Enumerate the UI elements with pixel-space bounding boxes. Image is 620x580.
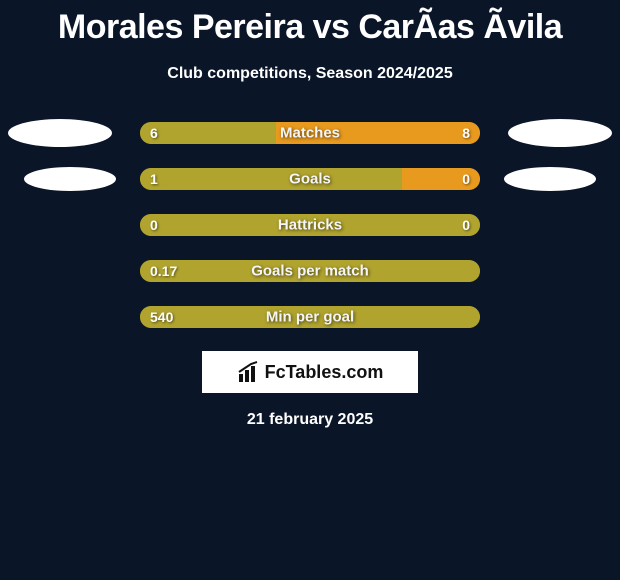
stat-row: 6 8 Matches — [0, 121, 620, 145]
player-right-ellipse — [504, 167, 596, 191]
logo-box[interactable]: FcTables.com — [202, 351, 418, 393]
player-left-ellipse — [8, 119, 112, 147]
stat-row: 1 0 Goals — [0, 167, 620, 191]
stat-value-left: 0 — [150, 217, 158, 233]
stat-label: Hattricks — [278, 217, 342, 234]
stat-value-left: 0.17 — [150, 263, 177, 279]
subtitle: Club competitions, Season 2024/2025 — [0, 65, 620, 83]
stat-row: 540 Min per goal — [0, 305, 620, 329]
logo-text: FcTables.com — [265, 362, 384, 383]
stat-bar-left — [140, 168, 402, 190]
stat-value-left: 540 — [150, 309, 173, 325]
stat-value-right: 0 — [462, 217, 470, 233]
stat-row: 0.17 Goals per match — [0, 259, 620, 283]
stat-value-right: 8 — [462, 125, 470, 141]
stat-label: Min per goal — [266, 309, 354, 326]
stat-label: Goals — [289, 171, 331, 188]
stat-label: Goals per match — [251, 263, 369, 280]
stat-value-left: 1 — [150, 171, 158, 187]
bar-chart-icon — [237, 360, 261, 384]
footer-date: 21 february 2025 — [0, 411, 620, 429]
page-title: Morales Pereira vs CarÃ­as Ãvila — [0, 0, 620, 47]
stat-bar-left — [140, 122, 276, 144]
stat-rows: 6 8 Matches 1 0 Goals 0 0 Hattricks 0.17 Goals per… — [0, 121, 620, 329]
player-left-ellipse — [24, 167, 116, 191]
stat-value-right: 0 — [462, 171, 470, 187]
stat-value-left: 6 — [150, 125, 158, 141]
player-right-ellipse — [508, 119, 612, 147]
stat-label: Matches — [280, 125, 340, 142]
stat-row: 0 0 Hattricks — [0, 213, 620, 237]
comparison-widget: Morales Pereira vs CarÃ­as Ãvila Club co… — [0, 0, 620, 580]
